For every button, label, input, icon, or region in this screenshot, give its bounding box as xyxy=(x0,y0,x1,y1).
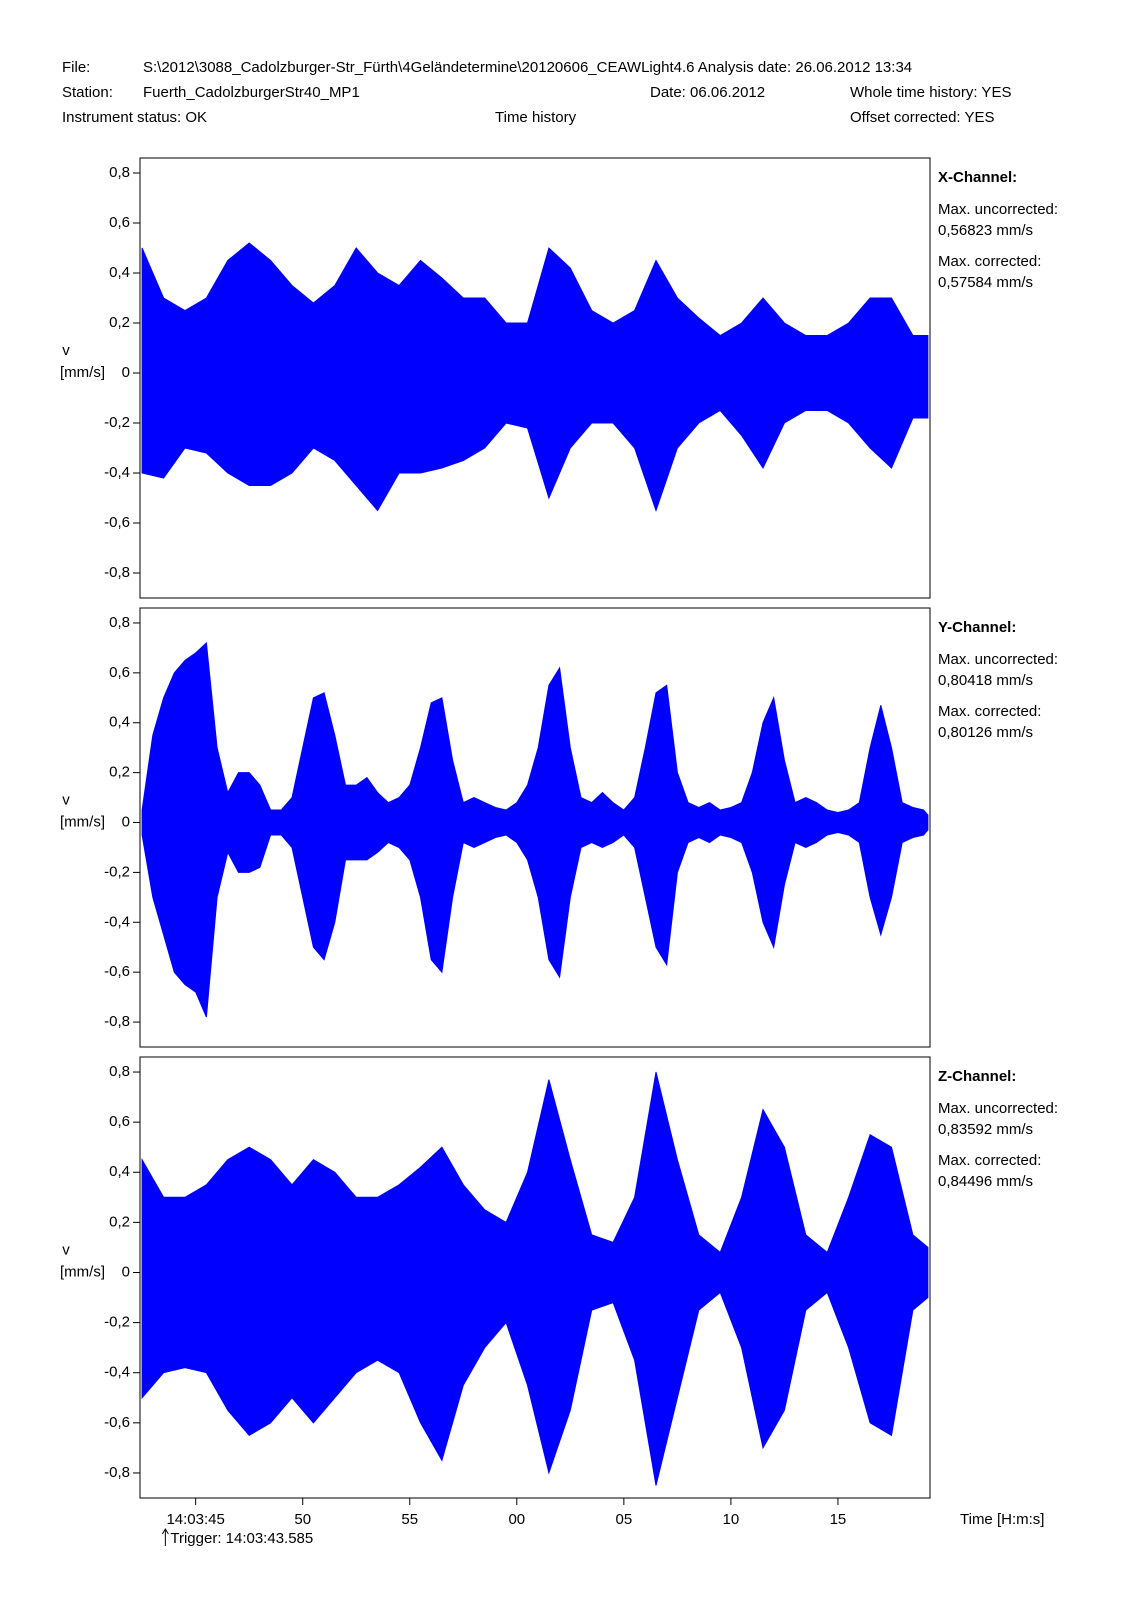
plot-frame xyxy=(139,1056,931,1499)
y-tick-label: -0,8 xyxy=(104,1013,130,1030)
y-tick-label: 0,6 xyxy=(109,1113,130,1130)
y-tick-label: -0,8 xyxy=(104,1464,130,1481)
y-tick-label: 0,6 xyxy=(109,664,130,681)
y-tick-label: 0,4 xyxy=(109,714,130,731)
y-tick-label: 0 xyxy=(122,364,130,381)
channel-annotation: 0,80418 mm/s xyxy=(938,672,1033,689)
station: Fuerth_CadolzburgerStr40_MP1 xyxy=(143,84,360,101)
y-tick-label: 0,2 xyxy=(109,1213,130,1230)
y-tick-label: 0,8 xyxy=(109,614,130,631)
velocity-envelope xyxy=(141,641,929,1018)
y-tick-label: -0,6 xyxy=(104,963,130,980)
x-tick-label: 15 xyxy=(830,1511,847,1528)
trigger-arrowhead xyxy=(161,1528,169,1535)
channel-annotation: Max. uncorrected: xyxy=(938,651,1058,668)
velocity-envelope xyxy=(141,1071,929,1486)
y-axis-label: v xyxy=(62,1241,70,1258)
x-tick-label: 50 xyxy=(294,1511,311,1528)
channel-annotation: Max. uncorrected: xyxy=(938,201,1058,218)
y-axis-unit: [mm/s] xyxy=(60,1263,105,1280)
channel-annotation: 0,57584 mm/s xyxy=(938,274,1033,291)
trigger-label: Trigger: 14:03:43.585 xyxy=(170,1530,313,1547)
y-tick-label: 0,2 xyxy=(109,764,130,781)
whole-history: Whole time history: YES xyxy=(850,84,1011,101)
y-axis-label: v xyxy=(62,791,70,808)
x-tick-label: 10 xyxy=(723,1511,740,1528)
date: Date: 06.06.2012 xyxy=(650,84,765,101)
y-tick-label: 0,4 xyxy=(109,264,130,281)
y-tick-label: 0 xyxy=(122,1263,130,1280)
channel-annotation: Max. corrected: xyxy=(938,253,1041,270)
x-axis-label: Time [H:m:s] xyxy=(960,1511,1044,1528)
y-tick-label: -0,4 xyxy=(104,913,130,930)
file-label: File: xyxy=(62,59,90,76)
y-tick-label: 0,4 xyxy=(109,1163,130,1180)
station-label: Station: xyxy=(62,84,113,101)
y-tick-label: -0,2 xyxy=(104,863,130,880)
x-tick-label: 14:03:45 xyxy=(166,1511,224,1528)
y-tick-label: -0,2 xyxy=(104,414,130,431)
y-tick-label: 0 xyxy=(122,813,130,830)
y-tick-label: -0,4 xyxy=(104,1364,130,1381)
x-tick-label: 55 xyxy=(401,1511,418,1528)
channel-label: Z-Channel: xyxy=(938,1068,1016,1085)
channel-annotation: 0,84496 mm/s xyxy=(938,1173,1033,1190)
y-tick-label: -0,4 xyxy=(104,464,130,481)
y-axis-unit: [mm/s] xyxy=(60,364,105,381)
y-tick-label: 0,8 xyxy=(109,1063,130,1080)
y-tick-label: -0,6 xyxy=(104,514,130,531)
y-tick-label: -0,2 xyxy=(104,1314,130,1331)
y-axis-label: v xyxy=(62,342,70,359)
offset: Offset corrected: YES xyxy=(850,109,995,126)
plot-frame xyxy=(139,607,931,1048)
y-tick-label: -0,6 xyxy=(104,1414,130,1431)
channel-annotation: Max. corrected: xyxy=(938,1152,1041,1169)
y-tick-label: 0,2 xyxy=(109,314,130,331)
y-tick-label: 0,8 xyxy=(109,164,130,181)
y-tick-label: -0,8 xyxy=(104,564,130,581)
channel-annotation: Max. uncorrected: xyxy=(938,1100,1058,1117)
x-tick-label: 00 xyxy=(508,1511,525,1528)
y-tick-label: 0,6 xyxy=(109,214,130,231)
y-axis-unit: [mm/s] xyxy=(60,813,105,830)
plot-frame xyxy=(139,157,931,599)
file-path: S:\2012\3088_Cadolzburger-Str_Fürth\4Gel… xyxy=(143,59,912,76)
x-tick-label: 05 xyxy=(616,1511,633,1528)
channel-label: X-Channel: xyxy=(938,169,1017,186)
channel-annotation: 0,83592 mm/s xyxy=(938,1121,1033,1138)
channel-annotation: 0,80126 mm/s xyxy=(938,724,1033,741)
channel-annotation: 0,56823 mm/s xyxy=(938,222,1033,239)
velocity-envelope xyxy=(141,242,929,513)
channel-label: Y-Channel: xyxy=(938,619,1016,636)
channel-annotation: Max. corrected: xyxy=(938,703,1041,720)
instrument-status: Instrument status: OK xyxy=(62,109,207,126)
mode: Time history xyxy=(495,109,577,126)
